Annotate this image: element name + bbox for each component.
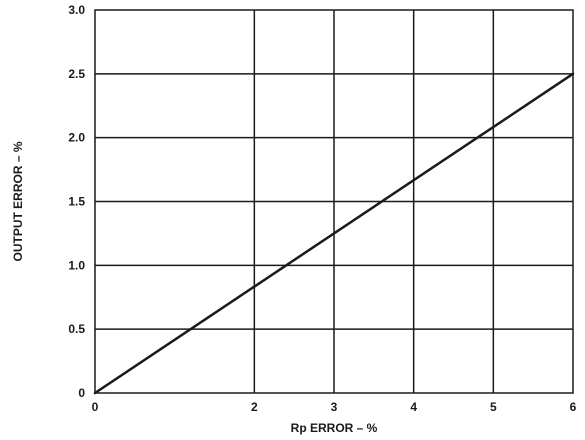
x-tick-label: 4 <box>410 400 417 414</box>
y-tick-label: 2.0 <box>68 131 85 145</box>
x-tick-label: 0 <box>92 400 99 414</box>
x-tick-label: 3 <box>331 400 338 414</box>
y-axis-title: OUTPUT ERROR – % <box>11 141 25 261</box>
y-tick-label: 0.5 <box>68 322 85 336</box>
y-tick-label: 3.0 <box>68 3 85 17</box>
y-tick-labels: 0 0.5 1.0 1.5 2.0 2.5 3.0 <box>68 3 85 400</box>
y-tick-label: 1.5 <box>68 195 85 209</box>
x-tick-label: 2 <box>251 400 258 414</box>
x-tick-label: 5 <box>490 400 497 414</box>
series-layer <box>93 72 575 395</box>
x-tick-label: 6 <box>570 400 577 414</box>
plot-frame <box>94 9 574 394</box>
y-tick-label: 1.0 <box>68 258 85 272</box>
y-tick-label: 0 <box>78 386 85 400</box>
x-tick-labels: 0 2 3 4 5 6 <box>92 400 577 414</box>
series-line <box>93 72 575 395</box>
x-axis-title: Rp ERROR – % <box>291 421 378 435</box>
grid <box>95 10 573 393</box>
y-tick-label: 2.5 <box>68 67 85 81</box>
